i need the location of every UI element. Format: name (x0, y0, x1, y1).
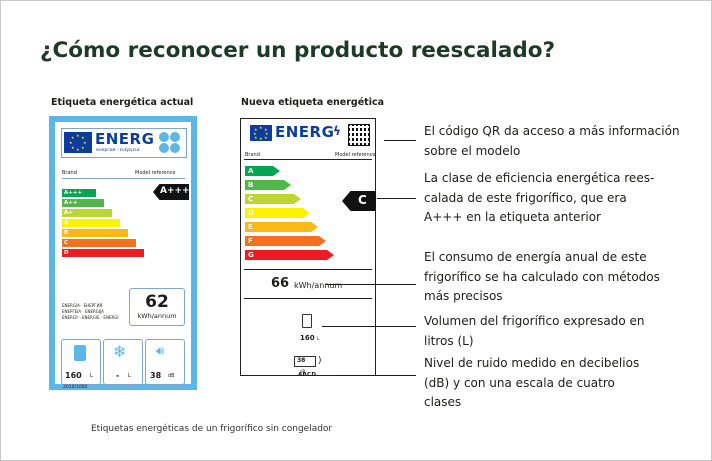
speaker-icon: 🔊︎ (156, 344, 165, 359)
new-class-bar: D (245, 208, 310, 218)
old-noise-box: 🔊︎ 38 dB (145, 339, 185, 385)
divider (62, 178, 185, 179)
new-model: Model reference (335, 152, 376, 158)
eu-flag-icon: ★ ★ ★ ★ ★ ★ ★ ★ (64, 132, 92, 153)
old-model: Model reference (135, 170, 176, 176)
new-energy-label: ★ ★ ★ ★ ★ ★ ★ ★ ENERG ϟ Brand Model reference… (240, 118, 376, 378)
annotation-line-noise (337, 375, 416, 376)
language-icon (159, 143, 169, 153)
old-label-header: ★ ★ ★ ★ ★ ★ ★ ★ ENERG енергия · ενέργεια (61, 128, 187, 158)
old-class-bar: B (62, 229, 134, 237)
old-energy-lines: ΕΝΕΡΓΕΙΑ · ENERGIJA (62, 309, 104, 314)
divider (244, 269, 372, 270)
language-icon (170, 143, 180, 153)
snowflake-icon: ❄ (113, 342, 127, 361)
new-consumption-value: 66 (271, 276, 290, 291)
new-class-bar: A (245, 166, 280, 176)
old-class-indicator (153, 184, 189, 200)
old-energy-lines: ENERGY · ENERGIE · ENERGI (62, 315, 119, 320)
old-energy-sub: енергия · ενέργεια (96, 148, 140, 153)
old-brand: Brand (62, 170, 77, 176)
annotation-qr: El código QR da acceso a más información… (424, 124, 680, 158)
old-energy-label: ★ ★ ★ ★ ★ ★ ★ ★ ENERG енергия · ενέργεια Bran… (49, 116, 197, 390)
new-class-bar: G (245, 250, 334, 260)
new-class-bar: C (245, 194, 301, 204)
old-energy-word: ENERG (95, 130, 155, 148)
new-class-bar: E (245, 222, 318, 232)
new-energy-word: ENERG (275, 123, 335, 141)
old-freezer-unit: L (128, 373, 131, 379)
divider (244, 298, 372, 299)
old-class-bar: C (62, 239, 142, 247)
annotation-volume: Volumen del frigorífico expresado en litr… (424, 314, 645, 348)
annotation-line-class (377, 198, 416, 199)
new-volume-unit: L (317, 337, 320, 342)
new-class-indicator-text: C (358, 193, 367, 207)
fridge-icon (74, 345, 86, 361)
speaker-icon: 38 (294, 356, 316, 367)
annotation-line-qr (384, 140, 416, 141)
old-consumption-unit: kWh/annum (137, 312, 177, 320)
old-noise-value: 38 (150, 371, 162, 380)
new-volume-value: 160 (300, 334, 315, 342)
new-noise-unit: dB (300, 369, 306, 374)
old-volume-value: 160 (65, 371, 82, 380)
new-brand: Brand (245, 152, 260, 158)
language-icon (159, 132, 169, 142)
page-title: ¿Cómo reconocer un producto reescalado? (40, 38, 556, 63)
old-class-bar: A+++ (62, 189, 102, 197)
qr-code-frame (348, 124, 370, 146)
old-noise-unit: dB (168, 373, 175, 379)
qr-code-icon[interactable] (348, 124, 370, 146)
new-consumption-unit: kWh/annum (294, 281, 343, 290)
annotation-class: La clase de eficiencia energética rees-c… (424, 171, 655, 224)
eu-flag-icon: ★ ★ ★ ★ ★ ★ ★ ★ (250, 125, 272, 141)
language-icon (170, 132, 180, 142)
old-class-bar: A (62, 219, 126, 227)
new-label-heading: Nueva etiqueta energética (241, 97, 384, 108)
old-consumption-value: 62 (145, 292, 169, 312)
old-freezer-box: ❄ - L (103, 339, 143, 385)
old-volume-unit: L (90, 373, 93, 379)
old-class-bar: D (62, 249, 150, 257)
annotation-line-consumption (326, 284, 416, 285)
annotation-line-volume (322, 326, 416, 327)
old-class-bar: A+ (62, 209, 118, 217)
old-class-bar: A++ (62, 199, 110, 207)
lightning-icon: ϟ (333, 124, 341, 138)
annotation-noise: Nivel de ruido medido en decibelios (dB) … (424, 356, 640, 409)
new-class-bar: F (245, 236, 326, 246)
sound-waves-icon: ) (318, 356, 322, 366)
fridge-icon (302, 314, 312, 328)
new-noise-classes: ABCD (298, 372, 317, 378)
figure-caption: Etiquetas energéticas de un frigorífico … (91, 424, 333, 434)
new-class-indicator (342, 191, 376, 211)
old-consumption-box: 62 kWh/annum (129, 288, 185, 326)
old-class-indicator-text: A+++ (160, 186, 190, 196)
old-energy-lines: ENERGIA · ЕНЕРГИЯ (62, 303, 103, 308)
old-freezer-value: - (116, 371, 120, 380)
old-regulation: 2010/1060 (63, 385, 88, 390)
annotation-consumption: El consumo de energía anual de este frigo… (424, 250, 660, 303)
old-volume-box: 160 L (61, 339, 101, 385)
divider (244, 159, 372, 160)
new-class-bar: B (245, 180, 291, 190)
old-label-heading: Etiqueta energética actual (51, 97, 194, 108)
